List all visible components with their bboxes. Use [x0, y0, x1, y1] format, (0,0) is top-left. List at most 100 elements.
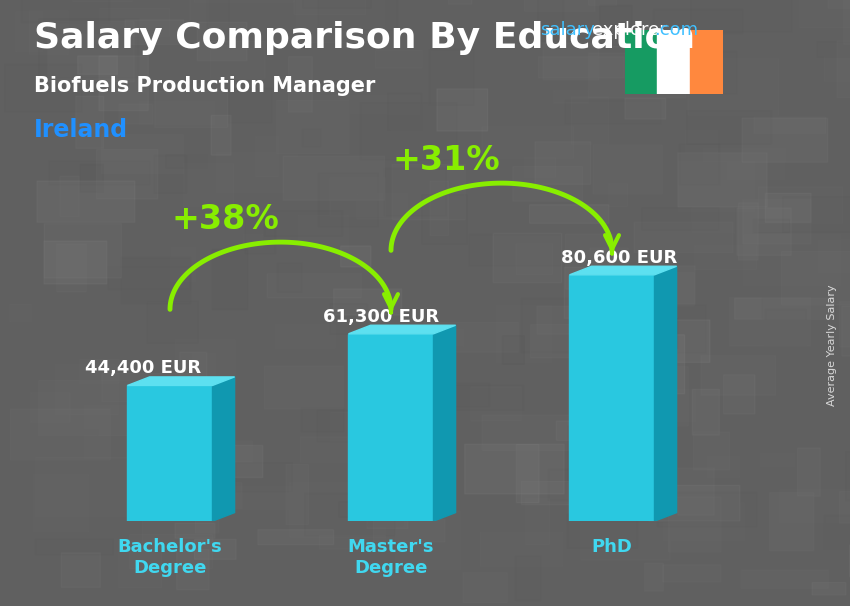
FancyBboxPatch shape	[264, 366, 343, 409]
FancyBboxPatch shape	[588, 0, 616, 5]
FancyBboxPatch shape	[211, 115, 231, 155]
FancyBboxPatch shape	[687, 111, 772, 144]
Polygon shape	[434, 325, 456, 521]
FancyBboxPatch shape	[57, 244, 87, 292]
Text: explorer: explorer	[592, 21, 667, 39]
FancyBboxPatch shape	[212, 250, 248, 310]
Polygon shape	[212, 377, 235, 521]
Text: 61,300 EUR: 61,300 EUR	[323, 308, 439, 325]
FancyBboxPatch shape	[171, 247, 196, 281]
FancyBboxPatch shape	[471, 387, 522, 421]
FancyBboxPatch shape	[155, 91, 228, 127]
FancyBboxPatch shape	[663, 335, 684, 394]
FancyBboxPatch shape	[120, 60, 143, 120]
FancyBboxPatch shape	[677, 153, 767, 207]
FancyBboxPatch shape	[535, 142, 591, 184]
FancyBboxPatch shape	[772, 425, 802, 461]
FancyBboxPatch shape	[482, 415, 581, 450]
FancyBboxPatch shape	[677, 468, 714, 515]
FancyBboxPatch shape	[374, 519, 445, 542]
FancyBboxPatch shape	[166, 155, 207, 168]
FancyBboxPatch shape	[694, 432, 729, 470]
FancyBboxPatch shape	[742, 118, 828, 162]
Polygon shape	[654, 266, 677, 521]
FancyBboxPatch shape	[437, 89, 488, 131]
Bar	[128, 385, 212, 521]
Text: Average Yearly Salary: Average Yearly Salary	[827, 285, 837, 406]
FancyBboxPatch shape	[671, 266, 695, 304]
FancyBboxPatch shape	[97, 150, 158, 199]
FancyBboxPatch shape	[790, 243, 850, 268]
FancyBboxPatch shape	[430, 181, 449, 236]
Bar	[625, 30, 657, 94]
FancyBboxPatch shape	[258, 530, 333, 545]
Bar	[348, 334, 434, 521]
FancyBboxPatch shape	[210, 487, 301, 509]
FancyBboxPatch shape	[758, 187, 843, 224]
Text: salary: salary	[540, 21, 595, 39]
FancyBboxPatch shape	[502, 336, 524, 364]
FancyBboxPatch shape	[467, 164, 539, 187]
FancyBboxPatch shape	[44, 224, 122, 278]
FancyBboxPatch shape	[524, 0, 595, 12]
FancyBboxPatch shape	[341, 246, 371, 267]
FancyBboxPatch shape	[769, 493, 813, 551]
FancyBboxPatch shape	[147, 301, 198, 343]
FancyBboxPatch shape	[600, 5, 632, 45]
FancyBboxPatch shape	[367, 499, 408, 528]
FancyBboxPatch shape	[668, 497, 721, 552]
FancyBboxPatch shape	[465, 444, 564, 494]
FancyBboxPatch shape	[734, 298, 834, 319]
FancyBboxPatch shape	[139, 344, 238, 369]
Text: Salary Comparison By Education: Salary Comparison By Education	[34, 21, 695, 55]
FancyBboxPatch shape	[44, 241, 107, 284]
FancyBboxPatch shape	[235, 463, 292, 492]
FancyBboxPatch shape	[153, 441, 252, 462]
FancyBboxPatch shape	[592, 367, 688, 426]
FancyBboxPatch shape	[744, 235, 841, 285]
Polygon shape	[348, 325, 456, 334]
FancyBboxPatch shape	[16, 430, 98, 448]
FancyBboxPatch shape	[517, 445, 539, 502]
FancyBboxPatch shape	[175, 524, 215, 538]
FancyBboxPatch shape	[337, 480, 403, 525]
FancyBboxPatch shape	[80, 164, 104, 192]
FancyBboxPatch shape	[413, 424, 454, 450]
FancyBboxPatch shape	[480, 532, 563, 566]
FancyBboxPatch shape	[694, 368, 734, 399]
Polygon shape	[570, 266, 677, 275]
FancyBboxPatch shape	[766, 310, 806, 350]
Text: .com: .com	[654, 21, 699, 39]
FancyBboxPatch shape	[108, 267, 190, 290]
FancyBboxPatch shape	[530, 205, 609, 223]
FancyBboxPatch shape	[723, 375, 755, 414]
FancyBboxPatch shape	[197, 22, 247, 61]
Bar	[657, 30, 690, 94]
FancyBboxPatch shape	[102, 135, 184, 174]
FancyBboxPatch shape	[564, 267, 653, 318]
FancyBboxPatch shape	[84, 405, 163, 459]
FancyBboxPatch shape	[649, 485, 740, 521]
FancyBboxPatch shape	[195, 539, 236, 559]
FancyBboxPatch shape	[493, 233, 562, 282]
FancyBboxPatch shape	[688, 59, 779, 115]
FancyBboxPatch shape	[692, 191, 735, 233]
FancyBboxPatch shape	[846, 451, 850, 501]
FancyBboxPatch shape	[319, 173, 378, 227]
FancyBboxPatch shape	[133, 408, 196, 454]
FancyBboxPatch shape	[449, 0, 472, 4]
FancyBboxPatch shape	[765, 193, 811, 222]
FancyBboxPatch shape	[692, 389, 719, 435]
FancyBboxPatch shape	[592, 27, 669, 47]
FancyBboxPatch shape	[17, 522, 102, 543]
FancyBboxPatch shape	[179, 352, 207, 408]
FancyBboxPatch shape	[283, 156, 384, 201]
FancyBboxPatch shape	[37, 181, 135, 222]
FancyBboxPatch shape	[611, 391, 677, 426]
FancyBboxPatch shape	[623, 451, 643, 476]
FancyBboxPatch shape	[60, 176, 79, 217]
FancyBboxPatch shape	[361, 554, 401, 593]
FancyBboxPatch shape	[48, 21, 134, 82]
FancyBboxPatch shape	[739, 203, 758, 260]
FancyBboxPatch shape	[537, 306, 579, 335]
